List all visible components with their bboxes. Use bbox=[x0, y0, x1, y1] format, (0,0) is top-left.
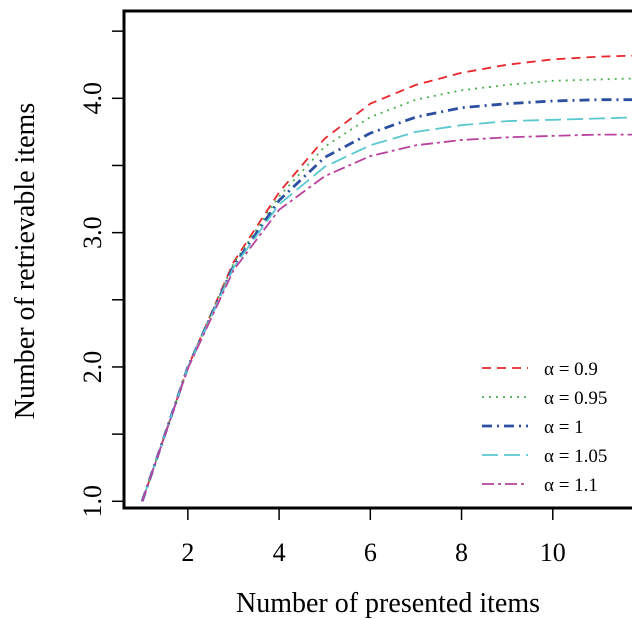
plot-frame bbox=[122, 9, 632, 510]
x-tick-label: 4 bbox=[273, 538, 286, 567]
y-axis-title: Number of retrievable items bbox=[10, 103, 41, 419]
series-line bbox=[141, 54, 632, 502]
series-line bbox=[141, 77, 632, 502]
series-line bbox=[140, 98, 632, 502]
series-line bbox=[141, 133, 632, 502]
x-tick-label: 10 bbox=[540, 538, 566, 567]
y-axis: 1.0 2.0 3.0 4.0 bbox=[78, 30, 124, 518]
legend-label: α = 0.9 bbox=[544, 359, 598, 380]
series-line bbox=[141, 116, 632, 502]
legend: α = 0.9 α = 0.95 α = 1 α = 1.05 α = 1.1 bbox=[482, 359, 607, 496]
legend-label: α = 1.1 bbox=[544, 475, 598, 496]
y-tick-label: 3.0 bbox=[78, 216, 107, 249]
y-tick-label: 2.0 bbox=[78, 351, 107, 384]
legend-label: α = 0.95 bbox=[544, 388, 607, 409]
x-tick-label: 8 bbox=[455, 538, 468, 567]
y-tick-label: 1.0 bbox=[78, 485, 107, 518]
series-layer bbox=[140, 54, 632, 502]
legend-label: α = 1 bbox=[544, 417, 584, 438]
y-tick-label: 4.0 bbox=[78, 82, 107, 115]
x-axis-title: Number of presented items bbox=[236, 588, 540, 619]
x-tick-label: 2 bbox=[181, 538, 194, 567]
x-tick-label: 6 bbox=[364, 538, 377, 567]
legend-label: α = 1.05 bbox=[544, 446, 607, 467]
x-axis: 24681012 bbox=[181, 508, 632, 567]
